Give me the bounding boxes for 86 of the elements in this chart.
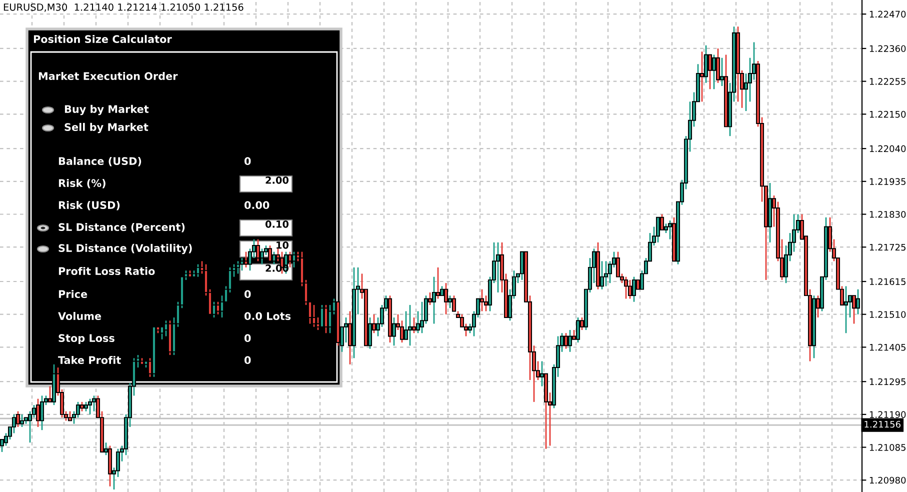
- candlestick: [40, 394, 44, 431]
- candlestick: [496, 242, 500, 294]
- candlestick: [312, 304, 316, 328]
- candlestick: [632, 276, 636, 303]
- candlestick: [20, 414, 24, 428]
- candlestick: [408, 304, 412, 346]
- y-tick-label: 1.22255: [870, 78, 906, 85]
- candlestick: [412, 316, 416, 334]
- candlestick: [852, 294, 856, 324]
- candlestick: [628, 279, 632, 300]
- y-tick-label: 1.21510: [870, 311, 906, 318]
- annotation: Buy by Market: [64, 104, 149, 116]
- y-tick-label: 1.21615: [870, 278, 906, 286]
- annotation: Volume: [58, 312, 102, 320]
- candlestick: [624, 276, 628, 300]
- candlestick: [568, 329, 572, 353]
- candlestick: [700, 50, 704, 102]
- y-tick-label: 1.20980: [870, 476, 906, 484]
- y-tick-label: 1.21725: [870, 244, 906, 251]
- annotation: Market Execution Order: [38, 72, 178, 80]
- candlestick: [656, 216, 660, 244]
- candlestick: [236, 260, 240, 274]
- candlestick: [564, 332, 568, 350]
- candlestick: [324, 304, 328, 334]
- candlestick: [240, 257, 244, 272]
- annotation: 0.0 Lots: [244, 312, 291, 320]
- annotation: 0: [244, 356, 251, 364]
- annotation: Stop Loss: [58, 334, 114, 344]
- annotation: Profit Loss Ratio: [58, 266, 155, 276]
- y-tick-label: 1.21190: [870, 411, 906, 418]
- candlestick: [68, 410, 72, 422]
- y-tick-label: 1.22150: [870, 110, 906, 118]
- annotation: 0.00: [244, 201, 270, 210]
- candlestick: [268, 244, 272, 262]
- candlestick: [12, 414, 16, 434]
- candlestick: [576, 316, 580, 344]
- candlestick: [704, 44, 708, 84]
- annotation: Sell by Market: [64, 122, 148, 134]
- annotation: Balance (USD): [58, 156, 142, 166]
- candlestick: [436, 266, 440, 300]
- candlestick: [84, 401, 88, 412]
- candlestick: [604, 260, 608, 287]
- candlestick: [444, 282, 448, 316]
- candlestick: [216, 301, 220, 316]
- y-tick-label: 1.22360: [870, 45, 906, 52]
- candlestick: [480, 288, 484, 312]
- annotation: 0: [244, 290, 251, 298]
- candlestick: [288, 251, 292, 268]
- annotation: Take Profit: [58, 356, 121, 364]
- candlestick: [292, 251, 296, 268]
- annotation: 2.00: [266, 176, 289, 184]
- y-tick-label: 1.21295: [870, 378, 906, 386]
- annotation: SL Distance (Percent): [58, 222, 185, 232]
- y-tick-label: 1.22040: [870, 145, 906, 152]
- candlestick: [844, 285, 848, 334]
- candlestick: [272, 251, 276, 265]
- annotation: 0: [244, 334, 251, 342]
- annotation: 0.10: [265, 220, 289, 228]
- annotation: SL Distance (Volatility): [58, 244, 192, 254]
- candlestick: [708, 54, 712, 90]
- annotation: Risk (USD): [58, 200, 120, 210]
- y-tick-label: 1.22470: [870, 10, 906, 18]
- annotation: Price: [58, 290, 88, 298]
- candlestick: [432, 276, 436, 324]
- candlestick: [256, 238, 260, 262]
- chart-title: EURUSD,M30 1.21140 1.21214 1.21050 1.21156: [4, 3, 244, 12]
- candlestick: [196, 264, 200, 278]
- candlestick: [88, 398, 92, 416]
- candlestick: [16, 410, 20, 428]
- ref-line-label: 1.21156: [864, 420, 900, 428]
- candlestick: [320, 304, 324, 328]
- candlestick: [716, 48, 720, 84]
- annotation: 0: [244, 157, 251, 166]
- y-tick-label: 1.21405: [870, 344, 906, 351]
- candlestick: [80, 401, 84, 412]
- annotation: Risk (%): [58, 178, 106, 188]
- y-tick-label: 1.21935: [870, 178, 906, 185]
- candlestick: [244, 251, 248, 268]
- annotation: Position Size Calculator: [34, 34, 172, 44]
- candlestick: [452, 294, 456, 312]
- candlestick: [36, 398, 40, 428]
- annotation: 10: [276, 241, 289, 249]
- candlestick: [712, 54, 716, 90]
- y-tick-label: 1.21085: [870, 444, 906, 451]
- candlestick: [260, 248, 264, 265]
- y-tick-label: 1.21830: [870, 210, 906, 218]
